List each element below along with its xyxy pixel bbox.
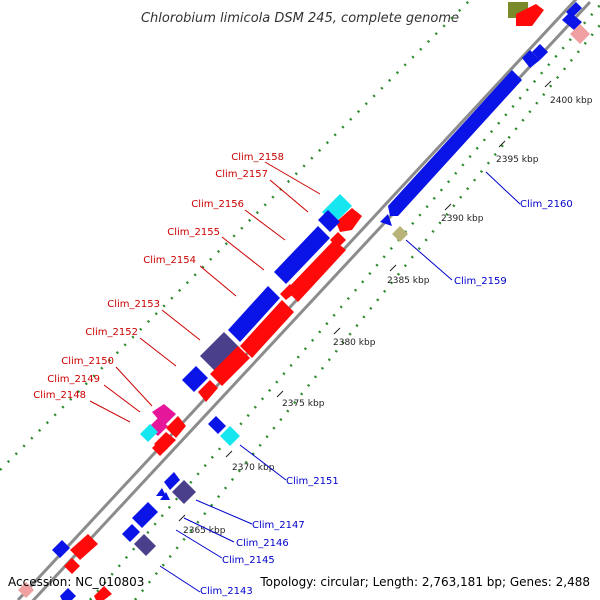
cds-red-2152 xyxy=(198,380,218,402)
label-clim-2145: Clim_2145 xyxy=(222,555,275,566)
cds-blue-bottom-b xyxy=(60,588,76,600)
map-title: Chlorobium limicola DSM 245, complete ge… xyxy=(141,11,459,26)
cds-clim-2146 xyxy=(156,488,166,496)
label-clim-2146: Clim_2146 xyxy=(236,538,289,549)
cds-red-2148a xyxy=(166,416,186,438)
cds-red-2148c xyxy=(152,440,168,456)
label-clim-2151: Clim_2151 xyxy=(286,476,339,487)
cds-clim-2160 xyxy=(388,70,522,216)
cds-clim-2143 xyxy=(134,534,156,556)
cds-clim-2157 xyxy=(318,210,340,232)
label-clim-2154: Clim_2154 xyxy=(143,255,196,266)
scale-2370: 2370 kbp xyxy=(232,463,275,473)
cds-red-bottom-b xyxy=(64,558,80,574)
cds-clim-2152 xyxy=(182,366,208,392)
cds-clim-2151-blue xyxy=(208,416,226,434)
label-clim-2158: Clim_2158 xyxy=(231,152,284,163)
label-clim-2149: Clim_2149 xyxy=(47,374,100,385)
cds-blue-bottom-a xyxy=(52,540,70,558)
label-clim-2152: Clim_2152 xyxy=(85,327,138,338)
label-clim-2160: Clim_2160 xyxy=(520,199,573,210)
cds-blue-top-b xyxy=(562,12,582,30)
label-clim-2147: Clim_2147 xyxy=(252,520,305,531)
gene-features xyxy=(18,2,590,600)
accession-text: Accession: NC_010803 xyxy=(8,575,144,589)
cds-clim-2151 xyxy=(220,426,240,446)
cds-pink-bottom xyxy=(18,582,34,598)
cds-blue-2145b xyxy=(132,502,158,528)
gc-track-outer-right xyxy=(134,24,600,600)
cds-clim-2156 xyxy=(274,226,330,284)
label-clim-2159: Clim_2159 xyxy=(454,276,507,287)
gc-track-outer-left xyxy=(0,0,472,471)
scale-2375: 2375 kbp xyxy=(282,399,325,409)
scale-2385: 2385 kbp xyxy=(387,276,430,286)
cds-red-2154 xyxy=(240,300,294,358)
label-clim-2156: Clim_2156 xyxy=(191,199,244,210)
genome-summary-text: Topology: circular; Length: 2,763,181 bp… xyxy=(259,575,590,589)
cds-blue-2145c xyxy=(122,524,140,542)
scale-2395: 2395 kbp xyxy=(496,155,539,165)
cds-clim-2150 xyxy=(152,404,176,426)
label-clim-2157: Clim_2157 xyxy=(215,169,268,180)
scale-2365: 2365 kbp xyxy=(183,526,226,536)
scale-ticks xyxy=(178,80,552,522)
scale-2380: 2380 kbp xyxy=(333,338,376,348)
label-clim-2155: Clim_2155 xyxy=(167,227,220,238)
cds-clim-2154 xyxy=(228,286,280,342)
cds-clim-2153 xyxy=(200,332,240,372)
cds-red-2153 xyxy=(210,346,250,386)
label-clim-2148: Clim_2148 xyxy=(33,390,86,401)
label-clim-2143: Clim_2143 xyxy=(200,586,253,597)
cds-clim-2148 xyxy=(140,424,158,442)
cds-red-small-a xyxy=(280,284,296,300)
cds-red-bottom-c xyxy=(94,586,112,600)
cds-pink-top xyxy=(570,24,590,44)
cds-blue-2147a xyxy=(164,472,180,490)
cds-clim-2159 xyxy=(392,226,408,242)
label-clim-2153: Clim_2153 xyxy=(107,299,160,310)
cds-clim-2159-arrow xyxy=(380,214,392,226)
scale-2400: 2400 kbp xyxy=(550,96,593,106)
cds-red-bottom-a xyxy=(70,534,98,560)
cds-clim-2155-red xyxy=(286,240,346,302)
cds-clim-2147 xyxy=(172,480,196,504)
cds-blue-top-d xyxy=(522,50,540,68)
cds-clim-2145 xyxy=(160,492,170,500)
cds-red-2158b xyxy=(336,208,362,232)
scale-2390: 2390 kbp xyxy=(441,214,484,224)
leader-lines-left xyxy=(89,161,321,423)
cds-red-top xyxy=(516,4,544,26)
gc-track-inner-left xyxy=(89,4,600,600)
label-clim-2150: Clim_2150 xyxy=(61,356,114,367)
leader-lines-right xyxy=(159,171,521,593)
